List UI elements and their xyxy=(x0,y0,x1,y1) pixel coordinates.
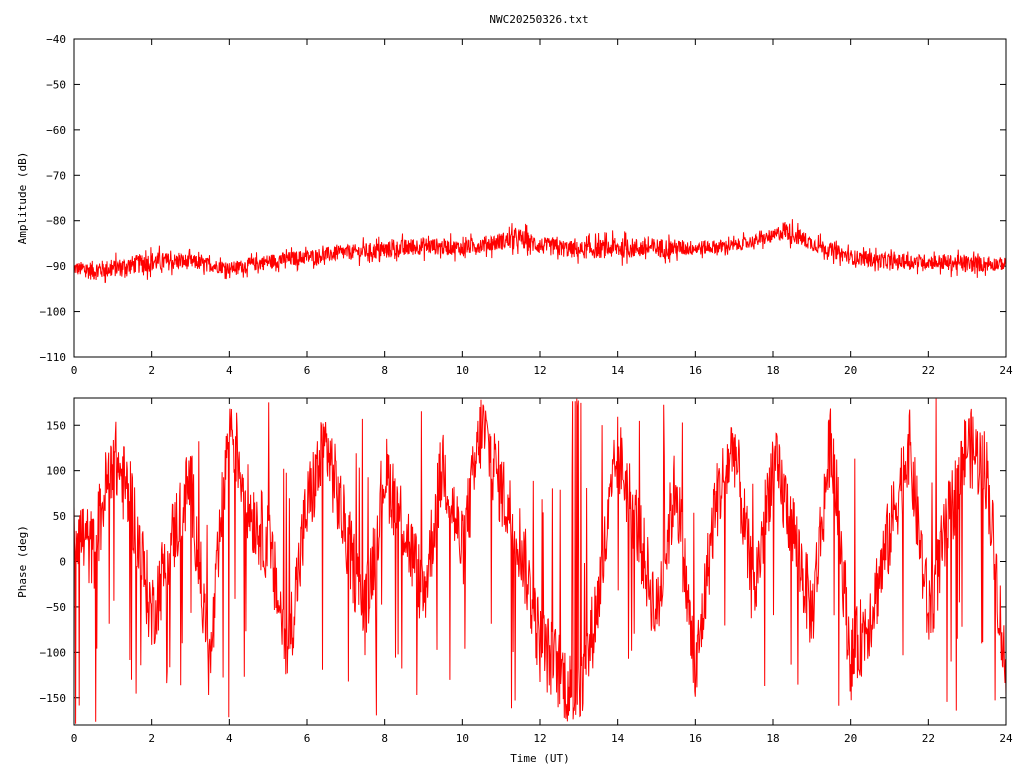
y-tick-label: 50 xyxy=(53,510,66,523)
amplitude-y-tick-labels: −40 −50 −60 −70 −80 −90 −100 −110 xyxy=(40,33,67,364)
amplitude-x-tick-labels: 0 2 4 6 8 10 12 14 16 18 20 22 24 xyxy=(71,364,1013,377)
phase-panel: 0 2 4 6 8 10 12 14 16 18 20 22 24 150100500−50−100−1… xyxy=(16,397,1013,765)
y-tick-label: −50 xyxy=(46,78,66,91)
y-tick-label: 0 xyxy=(59,556,66,569)
x-tick-label: 24 xyxy=(999,364,1013,377)
x-tick-label: 12 xyxy=(533,732,546,745)
x-tick-label: 6 xyxy=(304,364,311,377)
x-tick-label: 22 xyxy=(922,732,935,745)
amplitude-y-axis-label: Amplitude (dB) xyxy=(16,152,29,245)
x-tick-label: 12 xyxy=(533,364,546,377)
x-tick-label: 24 xyxy=(999,732,1013,745)
x-tick-label: 16 xyxy=(689,364,702,377)
phase-x-axis-label: Time (UT) xyxy=(510,752,570,765)
amplitude-series-line xyxy=(73,219,1007,284)
x-tick-label: 22 xyxy=(922,364,935,377)
y-tick-label: −110 xyxy=(40,351,67,364)
x-tick-label: 18 xyxy=(766,364,779,377)
phase-plot-frame xyxy=(73,397,1007,726)
y-tick-label: −60 xyxy=(46,124,66,137)
amplitude-plot-frame xyxy=(73,38,1007,358)
x-tick-label: 20 xyxy=(844,732,857,745)
y-tick-label: 150 xyxy=(46,419,66,432)
amplitude-ticks xyxy=(73,38,1007,358)
y-tick-label: −100 xyxy=(40,646,67,659)
x-tick-label: 18 xyxy=(766,732,779,745)
y-tick-label: −40 xyxy=(46,33,66,46)
y-tick-label: −100 xyxy=(40,306,67,319)
x-tick-label: 6 xyxy=(304,732,311,745)
x-tick-label: 16 xyxy=(689,732,702,745)
x-tick-label: 0 xyxy=(71,364,78,377)
y-tick-label: −70 xyxy=(46,169,66,182)
x-tick-label: 8 xyxy=(381,732,388,745)
x-tick-label: 0 xyxy=(71,732,78,745)
amplitude-panel: 0 2 4 6 8 10 12 14 16 18 20 22 24 −40−50−60−70−80−90… xyxy=(16,33,1013,377)
x-tick-label: 10 xyxy=(456,364,469,377)
x-tick-label: 10 xyxy=(456,732,469,745)
chart-title: NWC20250326.txt xyxy=(489,13,588,26)
x-tick-label: 2 xyxy=(148,364,155,377)
x-tick-label: 4 xyxy=(226,364,233,377)
x-tick-label: 4 xyxy=(226,732,233,745)
y-tick-label: −150 xyxy=(40,692,67,705)
x-tick-label: 8 xyxy=(381,364,388,377)
phase-y-axis-label: Phase (deg) xyxy=(16,525,29,598)
phase-x-tick-labels: 0 2 4 6 8 10 12 14 16 18 20 22 24 xyxy=(71,732,1013,745)
phase-series-line xyxy=(74,398,1006,724)
y-tick-label: 100 xyxy=(46,465,66,478)
x-tick-label: 20 xyxy=(844,364,857,377)
y-tick-label: −50 xyxy=(46,601,66,614)
y-tick-label: −80 xyxy=(46,215,66,228)
y-tick-label: −90 xyxy=(46,260,66,273)
x-tick-label: 2 xyxy=(148,732,155,745)
x-tick-label: 14 xyxy=(611,732,625,745)
x-tick-label: 14 xyxy=(611,364,625,377)
phase-y-tick-labels: 150 100 50 0 −50 −100 −150 xyxy=(40,419,67,705)
